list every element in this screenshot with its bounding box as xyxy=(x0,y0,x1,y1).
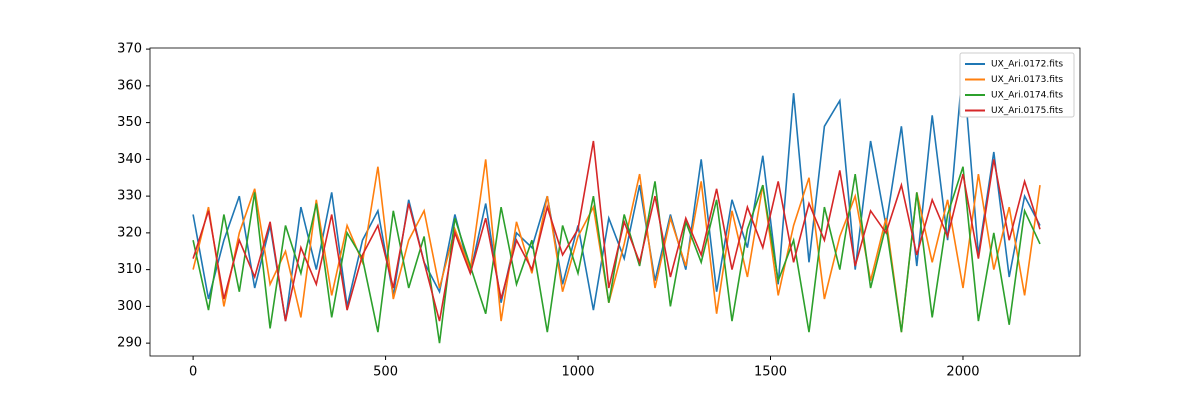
y-tick-label: 350 xyxy=(117,115,142,130)
y-tick-label: 290 xyxy=(117,336,142,351)
y-tick-label: 310 xyxy=(117,262,142,277)
legend-box xyxy=(959,52,1075,118)
series-line xyxy=(192,166,1041,344)
x-tick-label: 2000 xyxy=(946,365,979,380)
y-tick-label: 300 xyxy=(117,299,142,314)
x-tick-label: 1000 xyxy=(561,365,594,380)
y-tick-label: 330 xyxy=(117,189,142,204)
legend-label: UX_Ari.0173.fits xyxy=(991,75,1063,85)
x-tick-label: 1500 xyxy=(754,365,787,380)
legend-label: UX_Ari.0174.fits xyxy=(991,91,1063,101)
x-tick-label: 0 xyxy=(189,365,197,380)
legend-label: UX_Ari.0172.fits xyxy=(991,60,1063,70)
x-tick-label: 500 xyxy=(373,365,398,380)
series-line xyxy=(192,63,1041,322)
y-tick-label: 370 xyxy=(117,42,142,57)
y-tick-label: 360 xyxy=(117,78,142,93)
plot-frame xyxy=(149,47,1081,357)
y-tick-label: 340 xyxy=(117,152,142,167)
series-line xyxy=(192,159,1041,333)
y-tick-label: 320 xyxy=(117,225,142,240)
legend-label: UX_Ari.0175.fits xyxy=(991,106,1063,116)
series-line xyxy=(192,140,1041,322)
